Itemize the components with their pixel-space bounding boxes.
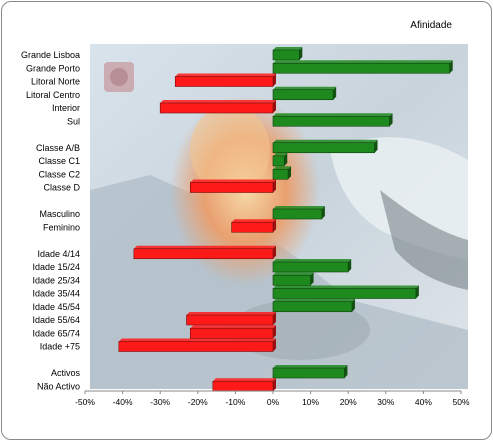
category-label-masculino: Masculino	[39, 209, 80, 219]
bar-idade-65-74	[189, 325, 276, 339]
x-tick-label: 40%	[415, 397, 432, 407]
bar-idade-4-14	[133, 245, 276, 260]
category-label-idade-15-24: Idade 15/24	[32, 262, 80, 272]
x-tick-label: 30%	[377, 397, 394, 407]
category-label-idade-25-34: Idade 25/34	[32, 275, 80, 285]
bar-litoral-norte	[174, 73, 276, 87]
bar-sul	[272, 113, 393, 127]
tv-channel-logo	[104, 62, 134, 92]
category-label-interior: Interior	[52, 103, 80, 113]
x-tick-label: 20%	[340, 397, 357, 407]
x-tick-label: -50%	[75, 397, 95, 407]
bar-idade-35-44	[272, 285, 419, 299]
bar-feminino	[231, 219, 276, 233]
category-label-classe-a-b: Classe A/B	[36, 143, 80, 153]
category-label-litoral-centro: Litoral Centro	[26, 90, 80, 100]
bars-layer	[118, 47, 453, 392]
x-tick-label: 50%	[452, 397, 469, 407]
x-tick-label: -10%	[225, 397, 245, 407]
category-label-idade-55-64: Idade 55/64	[32, 315, 80, 325]
category-label-idade-4-14: Idade 4/14	[37, 249, 80, 259]
category-label-classe-c1: Classe C1	[38, 156, 80, 166]
category-label-idade-65-74: Idade 65/74	[32, 328, 80, 338]
x-tick-label: -30%	[150, 397, 170, 407]
chart-title: Afinidade	[410, 20, 452, 31]
bar-classe-c2	[272, 166, 292, 180]
category-label-litoral-norte: Litoral Norte	[31, 77, 80, 87]
bar-grande-lisboa	[272, 47, 303, 61]
x-tick-label: 0%	[267, 397, 280, 407]
category-label-classe-d: Classe D	[43, 183, 80, 193]
bar-idade-15-24	[272, 259, 352, 273]
x-tick-label: 10%	[302, 397, 319, 407]
bar-litoral-centro	[272, 86, 337, 101]
bar-grande-porto	[272, 60, 453, 74]
bar-classe-d	[189, 179, 276, 193]
bar-nao-activo	[212, 378, 276, 392]
category-label-nao-activo: Não Activo	[37, 381, 80, 391]
category-labels: Grande Lisboa Grande Porto Litoral Norte Li…	[21, 50, 81, 391]
category-label-idade-35-44: Idade 35/44	[32, 289, 80, 299]
bar-idade-55-64	[186, 312, 276, 326]
bar-classe-c1	[272, 153, 288, 167]
x-tick-label: -40%	[113, 397, 133, 407]
category-label-grande-porto: Grande Porto	[26, 63, 80, 73]
bar-classe-a-b	[272, 139, 378, 154]
bar-masculino	[272, 206, 325, 220]
bar-interior	[159, 100, 276, 114]
bar-idade-75	[118, 338, 276, 352]
category-label-activos: Activos	[51, 368, 81, 378]
x-tick-label: -20%	[188, 397, 208, 407]
x-axis: -50% -40% -30% -20% -10% 0% 10% 20% 30% 40% 50%	[75, 390, 470, 407]
category-label-sul: Sul	[67, 116, 80, 126]
category-label-idade-45-54: Idade 45/54	[32, 302, 80, 312]
bar-activos	[272, 365, 348, 379]
category-label-grande-lisboa: Grande Lisboa	[21, 50, 80, 60]
category-label-classe-c2: Classe C2	[38, 169, 80, 179]
bar-idade-45-54	[272, 298, 355, 313]
category-label-feminino: Feminino	[43, 222, 80, 232]
category-label-idade-75: Idade +75	[40, 342, 80, 352]
bar-idade-25-34	[272, 272, 314, 286]
